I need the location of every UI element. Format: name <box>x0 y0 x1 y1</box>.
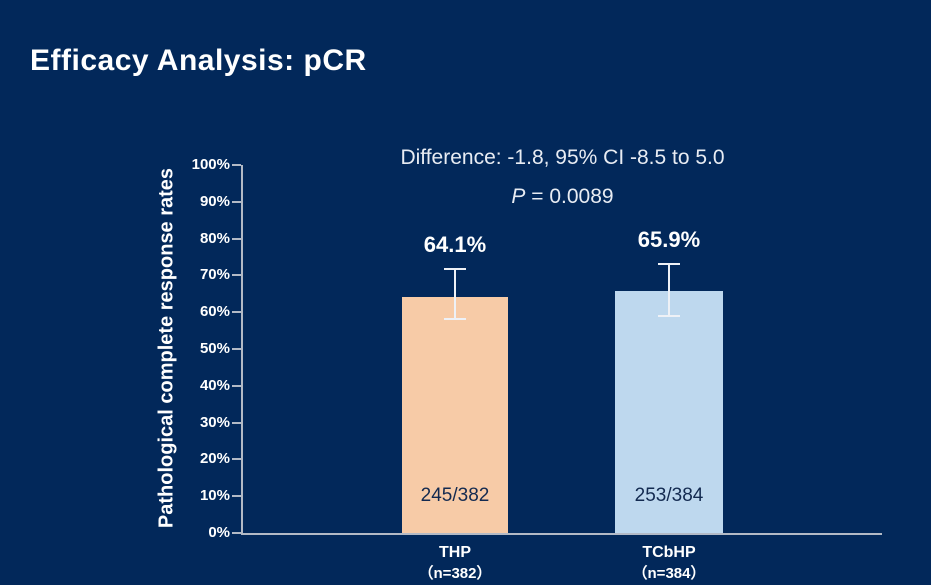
y-axis-title: Pathological complete response rates <box>155 167 178 529</box>
error-bar-tcbhp <box>658 262 680 318</box>
y-tick-label: 40% <box>199 376 230 394</box>
x-axis-label-thp-name: THP <box>439 544 471 561</box>
y-tick-mark <box>232 200 241 203</box>
p-value-annotation: P = 0.0089 <box>243 185 882 209</box>
y-tick-mark <box>232 164 241 166</box>
bar-value-label-tcbhp: 65.9% <box>637 226 701 252</box>
y-axis-line <box>241 165 243 533</box>
x-axis-label-tcbhp-name: TCbHP <box>642 544 696 561</box>
y-tick-label: 60% <box>199 303 230 321</box>
x-axis-label-tcbhp-n: （n=384） <box>632 565 706 582</box>
plot-area: 0% 10% 20% 30% 40% 50% 60% 70% 80% 90% 100% 245/38… <box>192 156 882 582</box>
bar-count-label-thp: 245/382 <box>420 485 490 506</box>
difference-annotation: Difference: -1.8, 95% CI -8.5 to 5.0 <box>400 146 725 169</box>
y-tick-label: 30% <box>199 413 230 431</box>
y-tick-mark <box>232 348 241 350</box>
y-tick-mark <box>232 384 241 387</box>
error-bar-thp <box>444 268 466 320</box>
y-tick-mark <box>232 421 241 424</box>
y-tick-mark <box>232 237 241 240</box>
y-tick-mark <box>232 311 241 314</box>
y-tick-mark <box>232 495 241 498</box>
y-tick-label: 20% <box>199 450 230 468</box>
y-tick-label: 80% <box>199 229 230 247</box>
bar-tcbhp: 253/384 <box>615 290 723 533</box>
y-tick-label: 0% <box>208 524 230 541</box>
bar-thp: 245/382 <box>402 297 508 533</box>
bar-value-label-thp: 64.1% <box>423 232 487 257</box>
p-value-symbol: P <box>511 185 526 208</box>
x-axis-label-thp: THP （n=382） <box>370 543 540 583</box>
y-tick-label: 50% <box>199 340 230 357</box>
y-tick-mark <box>232 532 241 534</box>
p-value-text: = 0.0089 <box>525 185 614 208</box>
y-tick-label: 70% <box>199 266 230 284</box>
x-axis-line <box>241 533 882 535</box>
x-axis-label-thp-n: （n=382） <box>418 565 492 582</box>
y-tick-label: 100% <box>191 156 230 173</box>
y-tick-mark <box>232 274 241 277</box>
y-tick-label: 10% <box>199 487 230 505</box>
y-tick-mark <box>232 458 241 461</box>
x-axis-label-tcbhp: TCbHP （n=384） <box>584 543 754 583</box>
y-tick-label: 90% <box>199 192 230 210</box>
bar-count-label-tcbhp: 253/384 <box>634 485 704 506</box>
slide-title: Efficacy Analysis: pCR <box>30 44 367 77</box>
